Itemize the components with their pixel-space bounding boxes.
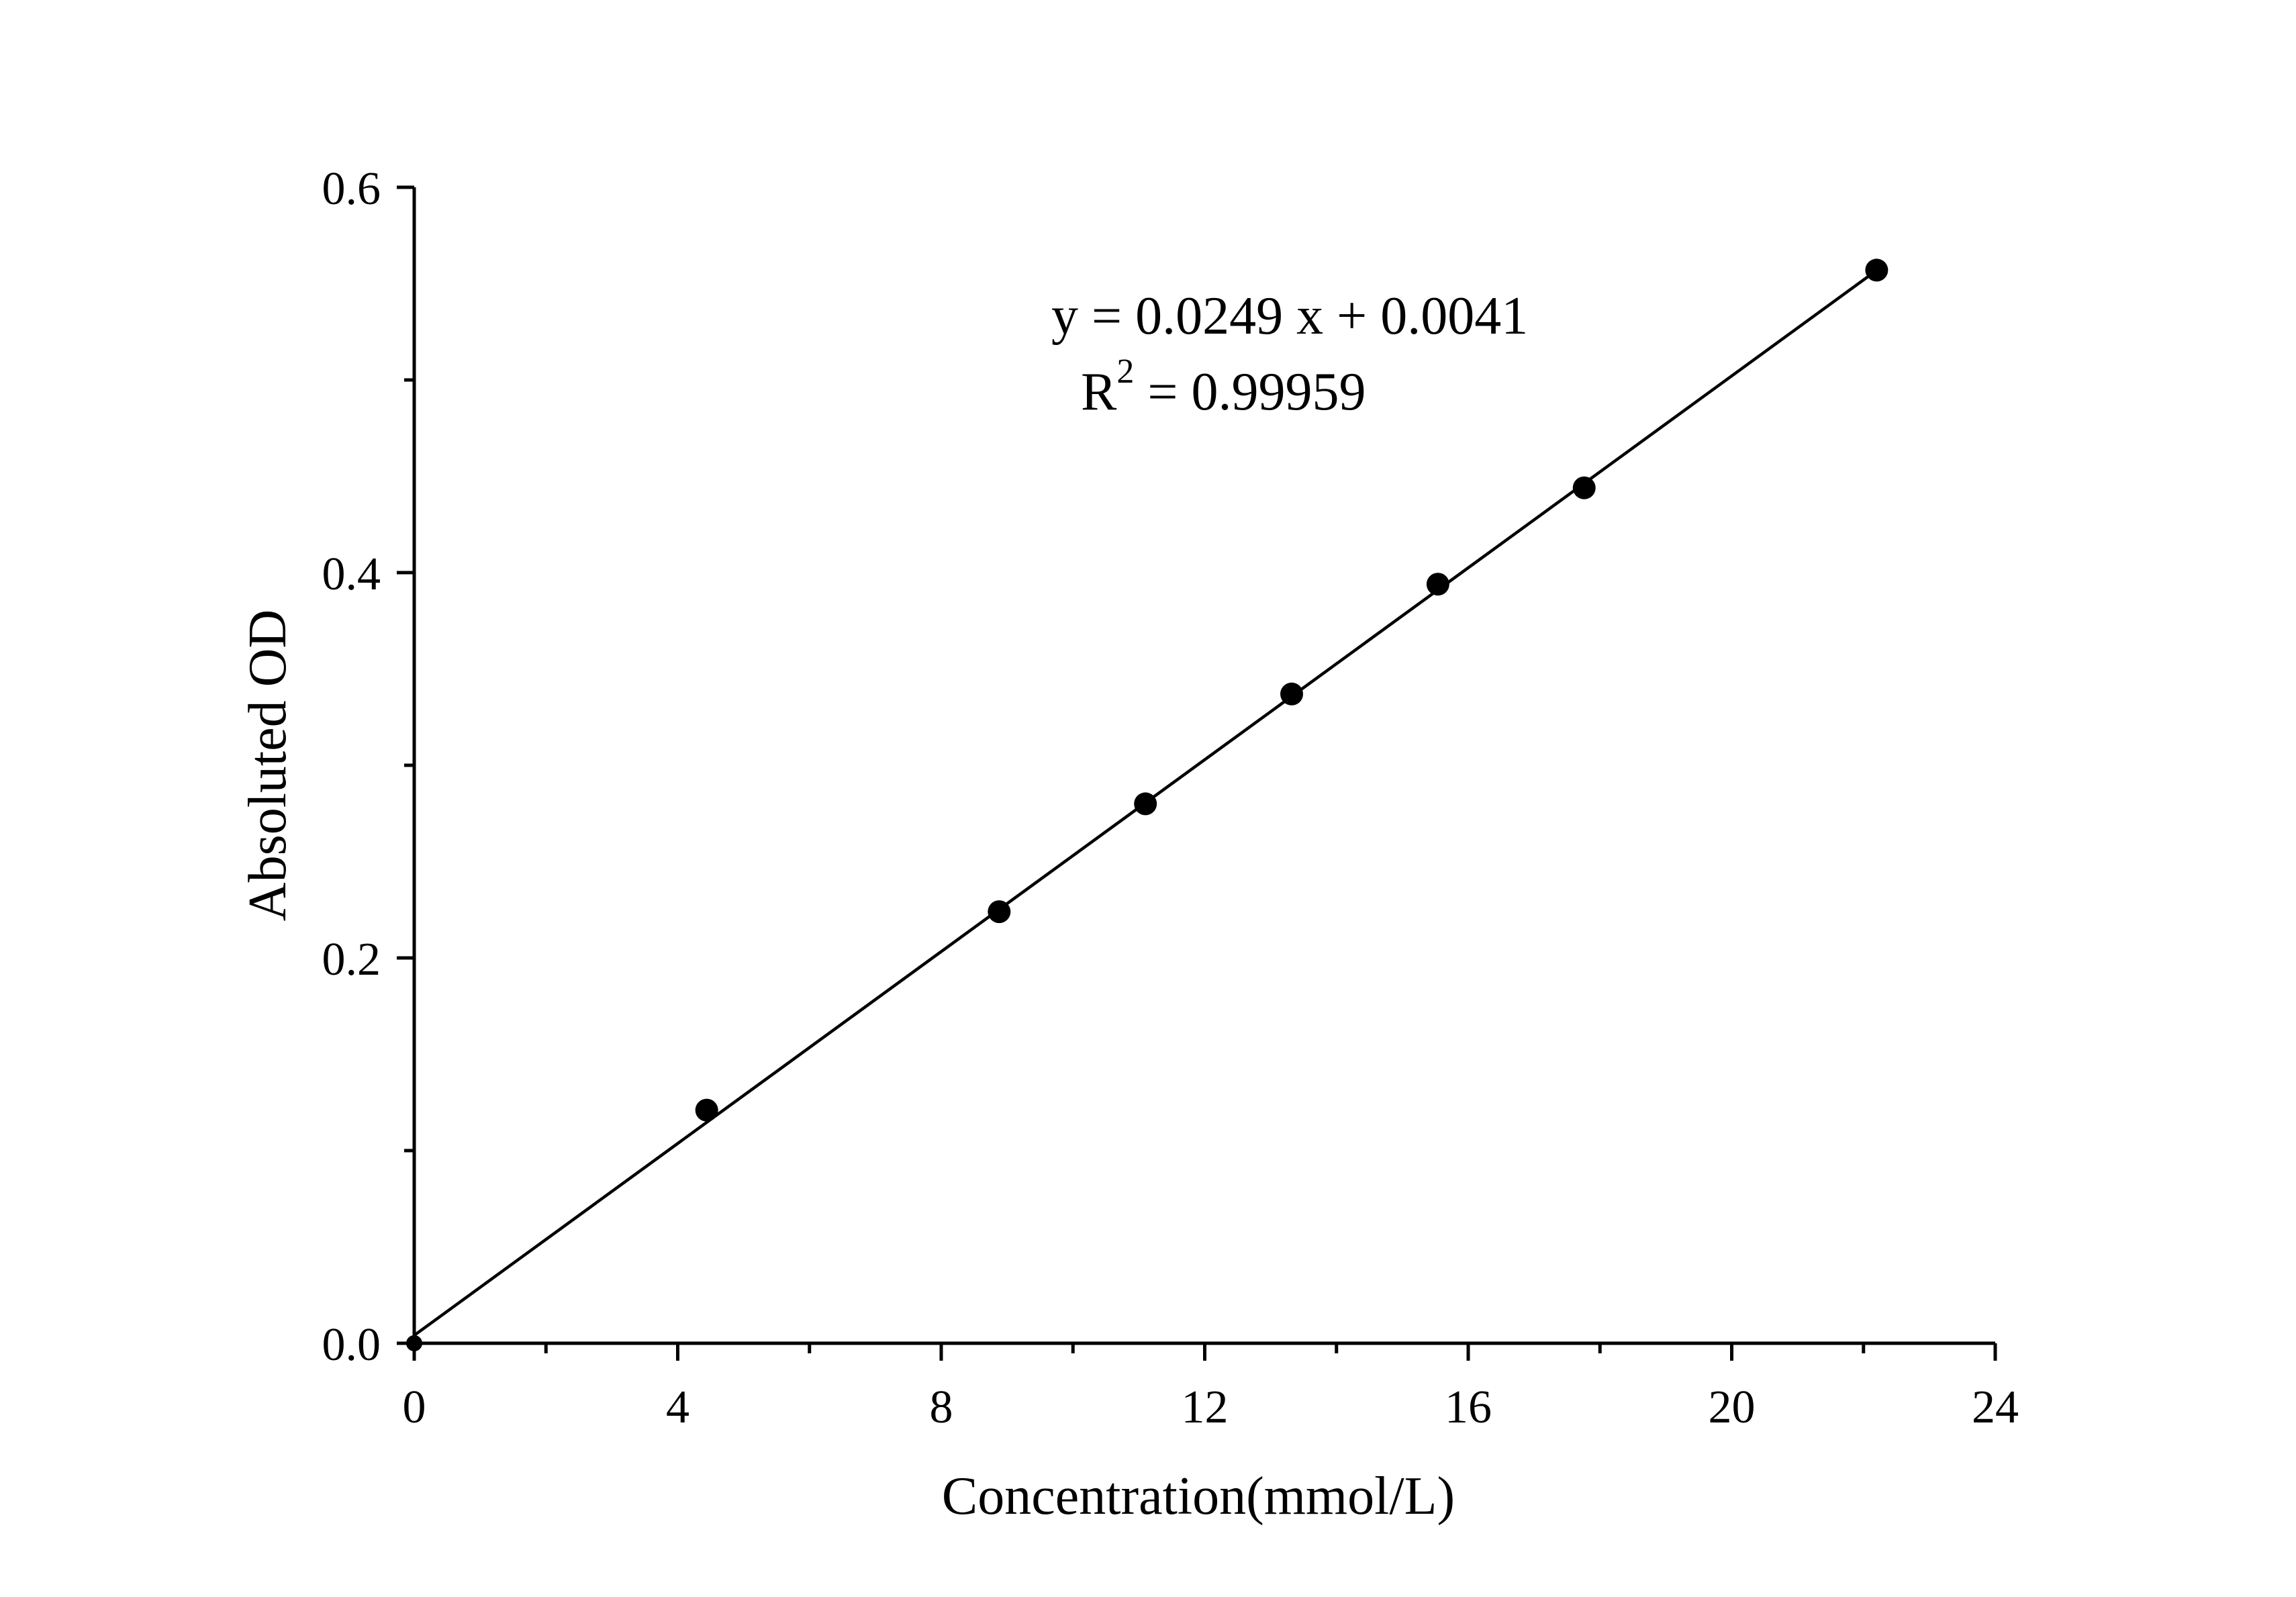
data-point xyxy=(988,900,1011,924)
y-tick-label: 0.2 xyxy=(322,934,381,985)
data-point xyxy=(1134,792,1157,816)
x-tick-label: 20 xyxy=(1709,1382,1756,1433)
axis-ticks: 0 4 8 12 16 20 24 0.0 0.2 0.4 0.6 xyxy=(322,163,2019,1433)
data-point xyxy=(406,1335,422,1351)
x-axis-label: Concentration(mmol/L) xyxy=(942,1467,1455,1526)
data-point xyxy=(1865,258,1888,282)
x-tick-label: 16 xyxy=(1445,1382,1492,1433)
r-squared-superscript: 2 xyxy=(1116,352,1134,391)
x-tick-label: 0 xyxy=(403,1382,426,1433)
axes xyxy=(412,187,1995,1345)
r-squared-letter: R xyxy=(1081,362,1117,422)
data-point xyxy=(1280,682,1304,706)
data-points xyxy=(406,258,1888,1351)
data-point xyxy=(1426,573,1449,596)
y-axis-label: Absoluted OD xyxy=(238,610,297,921)
y-tick-label: 0.0 xyxy=(322,1319,381,1371)
data-point xyxy=(1572,476,1596,499)
r-squared-value: = 0.99959 xyxy=(1134,362,1366,422)
x-tick-label: 24 xyxy=(1972,1382,2019,1433)
x-tick-label: 12 xyxy=(1182,1382,1229,1433)
y-tick-label: 0.4 xyxy=(322,548,381,600)
x-tick-label: 4 xyxy=(666,1382,689,1433)
y-tick-label: 0.6 xyxy=(322,163,381,215)
fit-equation: y = 0.0249 x + 0.0041 xyxy=(1051,287,1528,346)
x-tick-label: 8 xyxy=(930,1382,953,1433)
data-point xyxy=(695,1098,718,1122)
r-squared-annotation: R2 = 0.99959 xyxy=(1081,352,1366,422)
